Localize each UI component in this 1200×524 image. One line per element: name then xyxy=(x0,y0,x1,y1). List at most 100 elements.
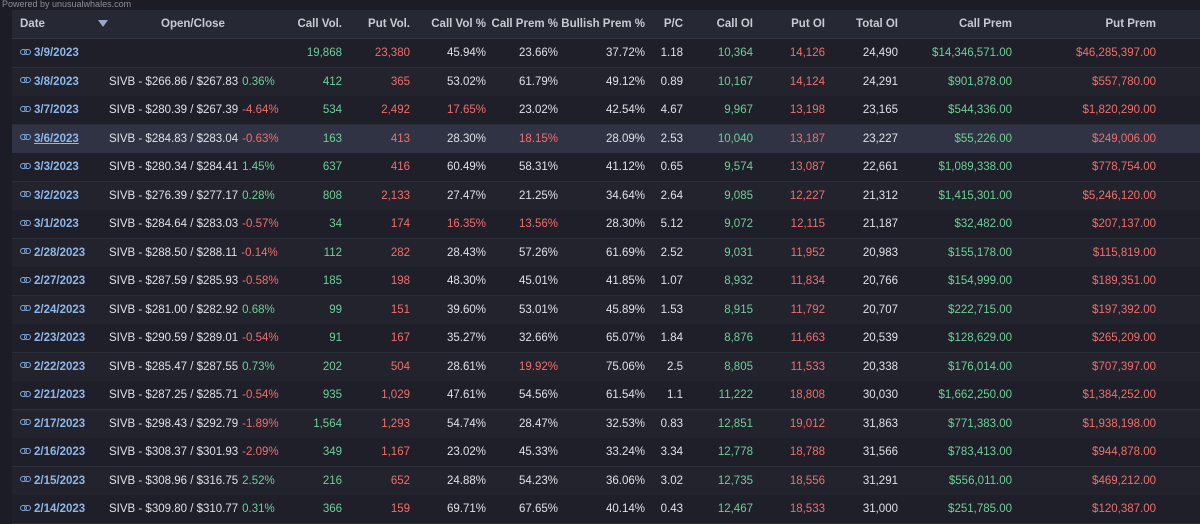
link-icon xyxy=(20,77,31,84)
price-change-pct: -0.14% xyxy=(241,246,278,259)
table-row[interactable]: 3/1/2023 SIVB - $284.64 / $283.03 -0.57% 34… xyxy=(12,210,1200,239)
cell-put-oi: 18,808 xyxy=(789,389,825,401)
header-date[interactable]: Date xyxy=(20,18,45,30)
table-row[interactable]: 2/24/2023 SIVB - $281.00 / $282.92 0.68% 99… xyxy=(12,295,1200,325)
header-put-vol[interactable]: Put Vol. xyxy=(368,18,410,30)
date-link[interactable]: 3/8/2023 xyxy=(20,68,79,96)
cell-call-vol-pct: 27.47% xyxy=(446,189,486,202)
table-row[interactable]: 2/28/2023 SIVB - $288.50 / $288.11 -0.14% 1… xyxy=(12,238,1200,268)
date-link[interactable]: 2/15/2023 xyxy=(20,467,85,495)
header-call-oi[interactable]: Call OI xyxy=(716,18,753,30)
cell-total-oi: 31,566 xyxy=(862,446,898,458)
table-row[interactable]: 2/16/2023 SIVB - $308.37 / $301.93 -2.09% 3… xyxy=(12,438,1200,467)
date-link[interactable]: 2/28/2023 xyxy=(20,239,85,267)
link-icon xyxy=(20,105,31,112)
cell-put-vol: 413 xyxy=(390,132,410,145)
date-text: 2/23/2023 xyxy=(34,332,86,344)
table-row[interactable]: 2/27/2023 SIVB - $287.59 / $285.93 -0.58% 1… xyxy=(12,267,1200,296)
table-row[interactable]: 2/21/2023 SIVB - $287.25 / $285.71 -0.54% 9… xyxy=(12,381,1200,410)
open-close-cell: SIVB - $276.39 / $277.17 0.28% xyxy=(109,182,275,210)
table-row[interactable]: 2/15/2023 SIVB - $308.96 / $316.75 2.52% 21… xyxy=(12,466,1200,496)
cell-pc: 1.84 xyxy=(660,332,683,344)
table-row[interactable]: 2/17/2023 SIVB - $298.43 / $292.79 -1.89% 1… xyxy=(12,409,1200,439)
cell-bullish-prem-pct: 28.30% xyxy=(605,218,645,230)
date-link[interactable]: 2/23/2023 xyxy=(20,324,85,352)
table-row[interactable]: 3/7/2023 SIVB - $280.39 / $267.39 -4.64% 53… xyxy=(12,96,1200,125)
table-row[interactable]: 3/3/2023 SIVB - $280.34 / $284.41 1.45% 637… xyxy=(12,153,1200,182)
cell-call-prem: $544,336.00 xyxy=(948,104,1012,116)
header-bullish-prem-pct[interactable]: Bullish Prem % xyxy=(561,18,645,30)
header-call-vol[interactable]: Call Vol. xyxy=(297,18,342,30)
cell-call-prem-pct: 32.66% xyxy=(518,332,558,344)
header-pc[interactable]: P/C xyxy=(663,18,683,30)
date-link[interactable]: 2/17/2023 xyxy=(20,410,85,438)
cell-call-vol: 112 xyxy=(323,246,342,259)
cell-call-vol-pct: 48.30% xyxy=(446,275,486,287)
cell-call-vol-pct: 35.27% xyxy=(446,332,486,344)
cell-call-oi: 9,085 xyxy=(724,189,753,202)
date-link[interactable]: 3/9/2023 xyxy=(20,39,79,67)
cell-pc: 2.53 xyxy=(660,132,683,145)
header-put-prem[interactable]: Put Prem xyxy=(1105,18,1157,30)
open-close-cell: SIVB - $288.50 / $288.11 -0.14% xyxy=(109,239,278,267)
table-row[interactable]: 3/6/2023 SIVB - $284.83 / $283.04 -0.63% 16… xyxy=(12,124,1200,154)
table-row[interactable]: 2/23/2023 SIVB - $290.59 / $289.01 -0.54% 9… xyxy=(12,324,1200,353)
cell-bullish-prem-pct: 61.69% xyxy=(605,246,645,259)
cell-pc: 2.5 xyxy=(667,360,683,373)
table-row[interactable]: 2/14/2023 SIVB - $309.80 / $310.77 0.31% 36… xyxy=(12,495,1200,524)
open-close-cell: SIVB - $308.37 / $301.93 -2.09% xyxy=(109,438,279,466)
date-link[interactable]: 2/27/2023 xyxy=(20,267,85,295)
cell-call-vol-pct: 53.02% xyxy=(446,75,486,88)
cell-call-prem-pct: 54.56% xyxy=(518,389,558,401)
cell-put-prem: $265,209.00 xyxy=(1092,332,1156,344)
table-row[interactable]: 2/22/2023 SIVB - $285.47 / $287.55 0.73% 20… xyxy=(12,352,1200,382)
table-row[interactable]: 3/9/2023 19,868 23,380 45.94% 23.66% 37.72% 1.… xyxy=(12,39,1200,68)
sort-desc-icon[interactable] xyxy=(98,20,108,27)
cell-put-prem: $46,285,397.00 xyxy=(1076,47,1156,59)
cell-call-vol: 34 xyxy=(329,218,342,230)
date-link[interactable]: 2/16/2023 xyxy=(20,438,85,466)
open-close-value: SIVB - $309.80 / $310.77 xyxy=(109,503,239,515)
header-call-vol-pct[interactable]: Call Vol % xyxy=(431,18,486,30)
cell-call-prem: $176,014.00 xyxy=(948,360,1012,373)
date-link[interactable]: 2/24/2023 xyxy=(20,296,85,324)
open-close-cell: SIVB - $284.83 / $283.04 -0.63% xyxy=(109,125,279,153)
cell-pc: 1.18 xyxy=(660,47,683,59)
cell-bullish-prem-pct: 41.12% xyxy=(605,161,645,173)
header-call-prem[interactable]: Call Prem xyxy=(958,18,1012,30)
header-open-close[interactable]: Open/Close xyxy=(161,18,225,30)
date-link[interactable]: 2/14/2023 xyxy=(20,495,85,523)
date-link[interactable]: 3/6/2023 xyxy=(20,125,79,153)
cell-call-vol: 99 xyxy=(329,303,342,316)
date-link[interactable]: 3/3/2023 xyxy=(20,153,79,181)
price-change-pct: -2.09% xyxy=(242,446,279,458)
cell-call-vol: 202 xyxy=(322,360,342,373)
date-link[interactable]: 3/2/2023 xyxy=(20,182,79,210)
date-text: 2/27/2023 xyxy=(34,275,86,287)
link-icon xyxy=(20,390,31,397)
cell-put-oi: 18,788 xyxy=(789,446,825,458)
cell-call-prem: $251,785.00 xyxy=(948,503,1012,515)
table-row[interactable]: 3/2/2023 SIVB - $276.39 / $277.17 0.28% 808… xyxy=(12,181,1200,211)
cell-put-oi: 13,087 xyxy=(789,161,825,173)
cell-call-prem: $222,715.00 xyxy=(948,303,1012,316)
cell-call-prem-pct: 23.02% xyxy=(518,104,558,116)
table-row[interactable]: 3/8/2023 SIVB - $266.86 / $267.83 0.36% 412… xyxy=(12,67,1200,97)
cell-call-prem-pct: 21.25% xyxy=(518,189,558,202)
cell-call-prem: $901,878.00 xyxy=(948,75,1012,88)
cell-call-prem: $1,415,301.00 xyxy=(938,189,1012,202)
cell-put-oi: 11,663 xyxy=(790,332,825,344)
date-link[interactable]: 3/7/2023 xyxy=(20,96,79,124)
date-link[interactable]: 2/22/2023 xyxy=(20,353,85,381)
open-close-cell: SIVB - $285.47 / $287.55 0.73% xyxy=(109,353,275,381)
cell-call-oi: 12,735 xyxy=(717,474,753,487)
header-call-prem-pct[interactable]: Call Prem % xyxy=(491,18,558,30)
cell-total-oi: 20,766 xyxy=(862,275,898,287)
header-put-oi[interactable]: Put OI xyxy=(791,18,825,30)
date-link[interactable]: 3/1/2023 xyxy=(20,210,79,238)
header-total-oi[interactable]: Total OI xyxy=(856,18,898,30)
open-close-value: SIVB - $266.86 / $267.83 xyxy=(109,75,239,88)
date-link[interactable]: 2/21/2023 xyxy=(20,381,85,409)
cell-call-oi: 8,932 xyxy=(724,275,753,287)
cell-put-vol: 174 xyxy=(390,218,410,230)
